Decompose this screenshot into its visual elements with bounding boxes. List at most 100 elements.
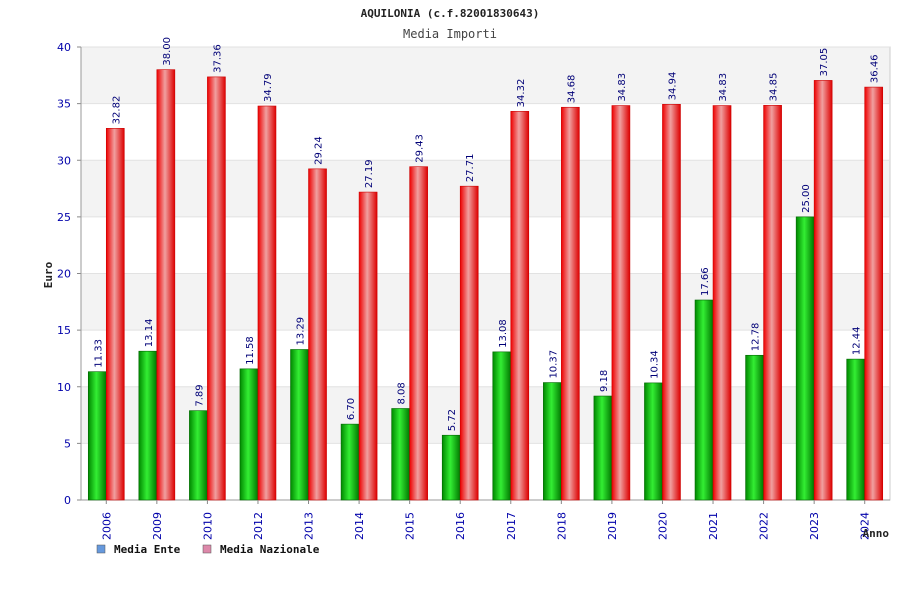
bar-value-label: 38.00 <box>162 37 173 66</box>
bar-media-nazionale-2006 <box>105 128 125 501</box>
y-tick-label: 10 <box>57 381 71 394</box>
chart-title: AQUILONIA (c.f.82001830643) <box>361 7 540 20</box>
y-tick-label: 5 <box>64 437 71 450</box>
bar-media-ente-2015 <box>391 408 410 501</box>
y-tick-label: 0 <box>64 494 71 507</box>
bar-media-nazionale-2020 <box>662 104 681 501</box>
bar-media-nazionale-2014 <box>358 191 378 501</box>
x-tick-label: 2009 <box>151 512 164 540</box>
x-tick-label: 2018 <box>555 512 568 540</box>
y-tick-label: 20 <box>57 268 71 281</box>
bar-value-label: 27.71 <box>465 154 476 183</box>
legend-swatch-media-ente <box>96 544 106 554</box>
bar-value-label: 17.66 <box>700 267 711 296</box>
x-tick-label: 2024 <box>859 512 872 540</box>
chart-subtitle: Media Importi <box>403 27 497 41</box>
x-tick-label: 2023 <box>808 512 821 540</box>
bar-value-label: 25.00 <box>801 184 812 213</box>
y-tick-label: 15 <box>57 324 71 337</box>
bar-media-nazionale-2024 <box>864 86 884 501</box>
bar-value-label: 29.24 <box>314 136 325 165</box>
bar-media-nazionale-2012 <box>257 105 277 501</box>
bar-media-nazionale-2022 <box>763 105 782 501</box>
x-tick-label: 2016 <box>454 512 467 540</box>
x-tick-label: 2017 <box>505 512 518 540</box>
x-tick-label: 2014 <box>353 512 366 540</box>
bar-media-ente-2021 <box>694 299 714 501</box>
bar-media-nazionale-2019 <box>611 105 631 501</box>
x-tick-label: 2006 <box>100 512 113 540</box>
y-tick-label: 35 <box>57 98 71 111</box>
bar-value-label: 13.29 <box>296 317 307 346</box>
x-tick-label: 2015 <box>404 512 417 540</box>
bar-value-label: 5.72 <box>447 409 458 431</box>
bar-media-nazionale-2015 <box>409 166 428 501</box>
bar-media-nazionale-2009 <box>156 69 176 501</box>
legend-label-media-ente: Media Ente <box>114 543 181 556</box>
bar-value-label: 13.08 <box>498 319 509 348</box>
bar-value-label: 7.89 <box>194 384 205 406</box>
x-tick-label: 2013 <box>303 512 316 540</box>
bar-media-ente-2014 <box>340 423 360 501</box>
bar-value-label: 12.44 <box>852 326 863 355</box>
bar-media-ente-2013 <box>290 349 309 501</box>
bar-media-nazionale-2018 <box>561 106 580 501</box>
bars <box>87 69 884 501</box>
bar-media-ente-2023 <box>795 216 815 501</box>
bar-value-label: 11.58 <box>245 336 256 365</box>
bar-media-nazionale-2017 <box>510 111 530 501</box>
bar-value-label: 9.18 <box>599 370 610 392</box>
bar-media-ente-2016 <box>441 434 461 501</box>
bar-value-label: 34.83 <box>718 73 729 102</box>
bar-media-ente-2017 <box>492 351 512 501</box>
x-tick-label: 2010 <box>201 512 214 540</box>
bar-media-ente-2024 <box>846 358 866 501</box>
bar-value-label: 34.32 <box>516 79 527 108</box>
legend: Media Ente Media Nazionale <box>96 543 320 556</box>
bar-media-ente-2010 <box>189 410 208 501</box>
bar-value-label: 37.05 <box>819 48 830 77</box>
x-tick-label: 2022 <box>758 512 771 540</box>
bar-value-label: 10.37 <box>548 350 559 379</box>
legend-swatch-media-nazionale <box>202 544 212 554</box>
x-tick-label: 2021 <box>707 512 720 540</box>
bar-value-label: 11.33 <box>93 339 104 368</box>
bar-value-label: 34.68 <box>566 75 577 104</box>
bar-media-nazionale-2010 <box>207 76 226 501</box>
bar-value-label: 8.08 <box>397 382 408 404</box>
bar-value-label: 36.46 <box>870 54 881 83</box>
y-tick-label: 25 <box>57 211 71 224</box>
bar-media-ente-2022 <box>745 354 764 501</box>
bar-value-label: 6.70 <box>346 398 357 420</box>
bar-value-label: 27.19 <box>364 159 375 188</box>
x-axis-label: Anno <box>863 527 890 540</box>
bar-media-ente-2006 <box>87 371 107 501</box>
bar-value-label: 37.36 <box>212 44 223 73</box>
bar-value-label: 29.43 <box>415 134 426 163</box>
y-tick-label: 40 <box>57 41 71 54</box>
bar-value-label: 34.79 <box>263 73 274 102</box>
bar-media-ente-2019 <box>593 395 613 501</box>
bar-media-nazionale-2013 <box>308 168 327 501</box>
y-axis-label: Euro <box>42 261 55 288</box>
bar-media-ente-2012 <box>239 368 259 501</box>
bar-media-nazionale-2023 <box>813 80 833 501</box>
x-tick-label: 2019 <box>606 512 619 540</box>
bar-media-nazionale-2016 <box>459 185 479 501</box>
bar-value-label: 13.14 <box>144 319 155 348</box>
bar-value-label: 12.78 <box>751 323 762 352</box>
bar-data-labels: 11.33 32.82 13.14 38.00 7.89 37.36 11.58 34.79 1… <box>93 37 880 431</box>
bar-value-label: 34.94 <box>667 72 678 101</box>
bar-media-nazionale-2021 <box>712 105 732 501</box>
bar-media-ente-2009 <box>138 350 158 501</box>
legend-label-media-nazionale: Media Nazionale <box>220 543 320 556</box>
bar-value-label: 34.83 <box>617 73 628 102</box>
bar-value-label: 10.34 <box>649 350 660 379</box>
bar-media-ente-2020 <box>644 382 663 501</box>
x-axis-ticks: 2006 2009 2010 2012 2013 2014 2015 2016 2017 2018… <box>100 500 872 540</box>
x-tick-label: 2020 <box>656 512 669 540</box>
y-tick-label: 30 <box>57 154 71 167</box>
x-tick-label: 2012 <box>252 512 265 540</box>
bar-value-label: 32.82 <box>111 96 122 125</box>
